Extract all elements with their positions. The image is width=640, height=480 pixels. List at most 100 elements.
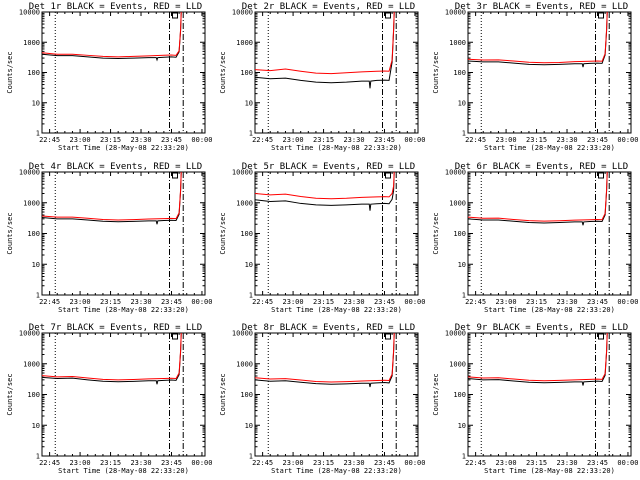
marker-box — [172, 12, 179, 19]
series-line-lld — [255, 172, 395, 200]
x-tick-label: 22:45 — [252, 136, 273, 144]
x-tick-label: 23:45 — [374, 136, 395, 144]
series-line-lld — [255, 333, 395, 383]
series-group — [42, 172, 182, 225]
panel: Det 8r BLACK = Events, RED = LLD 1 10 100 10… — [219, 323, 425, 475]
series-line-events — [42, 12, 182, 62]
series-line-events — [468, 12, 608, 68]
series-group — [42, 333, 182, 385]
x-tick-label: 23:15 — [100, 459, 121, 467]
x-tick-label: 23:30 — [130, 298, 151, 306]
x-tick-label: 22:45 — [39, 459, 60, 467]
x-tick-label: 00:00 — [404, 298, 425, 306]
marker-box — [172, 333, 179, 340]
y-axis-label: Counts/sec — [219, 212, 227, 254]
marker-box — [172, 172, 179, 179]
panel-title: Det 4r BLACK = Events, RED = LLD — [29, 162, 202, 172]
x-axis-label: Start Time (28-May-08 22:33:20) — [58, 306, 189, 314]
y-axis-label: Counts/sec — [6, 51, 14, 93]
y-tick-label: 10 — [458, 261, 466, 269]
x-axis-label: Start Time (28-May-08 22:33:20) — [271, 306, 402, 314]
x-tick-label: 00:00 — [191, 459, 212, 467]
panel: Det 4r BLACK = Events, RED = LLD 1 10 100 10… — [6, 162, 212, 314]
x-tick-label: 23:00 — [496, 136, 517, 144]
y-tick-label: 10000 — [232, 330, 253, 338]
series-line-lld — [42, 333, 182, 381]
y-tick-label: 1 — [462, 130, 466, 138]
panel: Det 5r BLACK = Events, RED = LLD 1 10 100 10… — [219, 162, 425, 314]
x-tick-label: 22:45 — [465, 459, 486, 467]
y-tick-label: 1000 — [23, 39, 40, 47]
x-tick-label: 23:15 — [100, 136, 121, 144]
series-line-lld — [468, 333, 608, 382]
y-tick-label: 100 — [27, 391, 40, 399]
y-tick-label: 1 — [36, 453, 40, 461]
y-tick-label: 10000 — [19, 9, 40, 17]
x-tick-label: 00:00 — [617, 459, 638, 467]
series-group — [255, 12, 395, 89]
y-tick-label: 1 — [249, 130, 253, 138]
x-tick-label: 23:30 — [556, 136, 577, 144]
marker-box — [598, 172, 605, 179]
series-line-events — [42, 172, 182, 225]
x-tick-label: 00:00 — [617, 298, 638, 306]
x-tick-label: 23:00 — [70, 136, 91, 144]
series-line-events — [42, 333, 182, 385]
x-tick-label: 23:45 — [587, 298, 608, 306]
panel-title: Det 9r BLACK = Events, RED = LLD — [455, 323, 628, 333]
marker-box — [598, 12, 605, 19]
y-tick-label: 10000 — [19, 330, 40, 338]
series-line-events — [255, 333, 395, 388]
x-tick-label: 23:45 — [374, 298, 395, 306]
panel-title: Det 3r BLACK = Events, RED = LLD — [455, 2, 628, 12]
y-tick-label: 100 — [240, 230, 253, 238]
y-tick-label: 1 — [249, 292, 253, 300]
y-tick-label: 1000 — [236, 199, 253, 207]
x-tick-label: 23:30 — [556, 298, 577, 306]
x-axis-label: Start Time (28-May-08 22:33:20) — [484, 144, 615, 152]
x-axis-label: Start Time (28-May-08 22:33:20) — [484, 306, 615, 314]
x-tick-label: 23:30 — [130, 459, 151, 467]
marker-box — [385, 172, 392, 179]
y-tick-label: 1000 — [23, 360, 40, 368]
y-tick-label: 100 — [27, 230, 40, 238]
y-tick-label: 1000 — [236, 360, 253, 368]
x-tick-label: 22:45 — [39, 136, 60, 144]
series-line-lld — [255, 12, 395, 75]
x-tick-label: 23:30 — [343, 136, 364, 144]
panel: Det 6r BLACK = Events, RED = LLD 1 10 100 10… — [432, 162, 638, 314]
x-tick-label: 23:45 — [587, 459, 608, 467]
x-tick-label: 23:45 — [374, 459, 395, 467]
y-tick-label: 10 — [458, 99, 466, 107]
x-tick-label: 23:00 — [70, 459, 91, 467]
panel-title: Det 1r BLACK = Events, RED = LLD — [29, 2, 202, 12]
x-tick-label: 23:45 — [161, 459, 182, 467]
y-axis-label: Counts/sec — [432, 373, 440, 415]
y-tick-label: 10000 — [232, 169, 253, 177]
x-tick-label: 23:45 — [161, 298, 182, 306]
x-tick-label: 23:15 — [526, 298, 547, 306]
x-tick-label: 00:00 — [404, 136, 425, 144]
y-tick-label: 1 — [249, 453, 253, 461]
y-tick-label: 1 — [36, 292, 40, 300]
x-tick-label: 23:45 — [587, 136, 608, 144]
y-tick-label: 10000 — [445, 9, 466, 17]
x-tick-label: 23:00 — [283, 298, 304, 306]
x-tick-label: 23:00 — [283, 136, 304, 144]
y-tick-label: 10 — [32, 99, 40, 107]
y-tick-label: 100 — [453, 391, 466, 399]
x-axis-label: Start Time (28-May-08 22:33:20) — [484, 467, 615, 475]
y-tick-label: 100 — [240, 69, 253, 77]
panel: Det 2r BLACK = Events, RED = LLD 1 10 100 10… — [219, 2, 425, 152]
x-tick-label: 23:00 — [496, 459, 517, 467]
panel: Det 9r BLACK = Events, RED = LLD 1 10 100 10… — [432, 323, 638, 475]
x-tick-label: 23:15 — [526, 459, 547, 467]
x-tick-label: 23:15 — [313, 459, 334, 467]
series-line-lld — [468, 172, 608, 222]
series-line-events — [468, 172, 608, 226]
x-tick-label: 22:45 — [39, 298, 60, 306]
x-tick-label: 23:00 — [496, 298, 517, 306]
y-axis-label: Counts/sec — [219, 51, 227, 93]
y-tick-label: 100 — [453, 230, 466, 238]
